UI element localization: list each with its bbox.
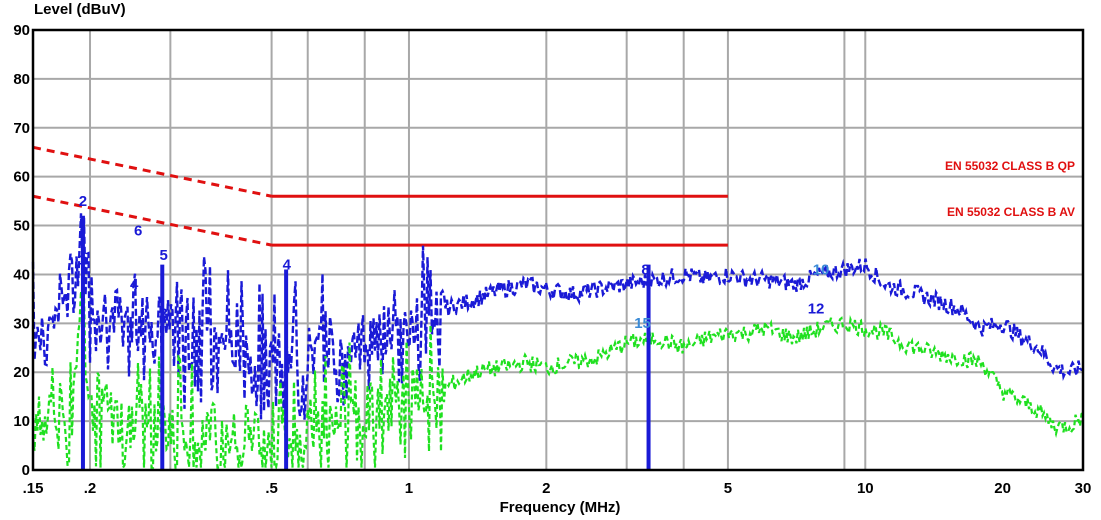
y-tick-label: 50 (13, 218, 30, 235)
marker-label: 6 (134, 222, 142, 239)
y-tick-label: 80 (13, 71, 30, 88)
limit-line-qp (32, 145, 272, 198)
marker-label: 8 (641, 261, 649, 278)
x-tick-label: .15 (23, 480, 44, 497)
y-tick-label: 30 (13, 315, 30, 332)
x-tick-label: 30 (1075, 480, 1092, 497)
trace-peak (31, 213, 1084, 420)
marker-label: 10 (813, 261, 830, 278)
series-layer (31, 213, 1084, 472)
y-tick-label: 0 (22, 462, 30, 479)
y-tick-label: 10 (13, 413, 30, 430)
y-axis-label: Level (dBuV) (34, 1, 126, 18)
marker-label: 5 (159, 247, 167, 264)
marker-label: 3 (159, 305, 167, 322)
limit-line-av (32, 194, 272, 247)
markers: 2 1 6 4 5 3 4 8 15 10 12 (79, 193, 830, 332)
y-tick-label: 40 (13, 266, 30, 283)
plot-frame (31, 28, 1085, 472)
x-axis-label: Frequency (MHz) (500, 499, 621, 516)
marker-label: 1 (79, 252, 87, 269)
x-tick-label: 20 (994, 480, 1011, 497)
limit-lines (32, 145, 728, 247)
x-tick-label: 2 (542, 480, 550, 497)
x-tick-label: 1 (405, 480, 413, 497)
grid (32, 29, 1084, 471)
trace-average (31, 290, 1084, 472)
y-tick-label: 90 (13, 22, 30, 39)
x-tick-label: 10 (857, 480, 874, 497)
marker-label: 4 (283, 257, 292, 274)
x-tick-label: .5 (265, 480, 278, 497)
y-tick-label: 60 (13, 169, 30, 186)
legend-qp-limit: EN 55032 CLASS B QP (945, 159, 1075, 173)
marker-label: 15 (634, 315, 651, 332)
y-tick-label: 20 (13, 364, 30, 381)
marker-label: 4 (130, 276, 139, 293)
y-tick-label: 70 (13, 120, 30, 137)
marker-label: 12 (808, 301, 825, 318)
marker-label: 2 (79, 193, 87, 210)
legend-av-limit: EN 55032 CLASS B AV (947, 205, 1075, 219)
x-tick-label: .2 (84, 480, 97, 497)
x-tick-label: 5 (724, 480, 732, 497)
